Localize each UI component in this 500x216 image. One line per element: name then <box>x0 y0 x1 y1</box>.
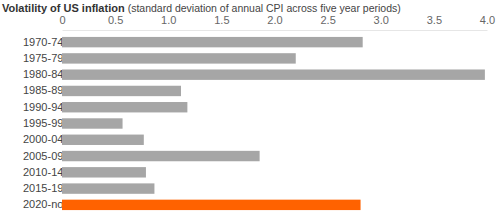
tick: 3.0 <box>374 14 389 30</box>
subtitle: (standard deviation of annual CPI across… <box>128 2 401 14</box>
tick: 2.5 <box>320 14 335 30</box>
tick: 2000-04 <box>23 133 63 145</box>
tick: 2010-14 <box>23 166 63 178</box>
bar <box>62 53 296 63</box>
title-line: Volatility of US inflation(standard devi… <box>2 2 401 14</box>
tick-label: 2.5 <box>320 14 335 26</box>
tick-label: 3.5 <box>427 14 442 26</box>
bar <box>62 69 485 79</box>
bar <box>62 37 363 47</box>
category-label: 2005-09 <box>23 150 63 162</box>
tick: 0.5 <box>108 14 123 30</box>
tick: 1985-89 <box>23 84 63 96</box>
tick: 1.0 <box>161 14 176 30</box>
bar <box>62 183 154 193</box>
tick: 1995-99 <box>23 117 63 129</box>
tick: 1975-79 <box>23 52 63 64</box>
category-label: 2000-04 <box>23 133 63 145</box>
x-axis: 0 0.5 1.0 1.5 2.0 2.5 3.0 3.5 4.0 <box>59 14 495 31</box>
category-label: 1985-89 <box>23 84 63 96</box>
tick: 4.0 <box>480 14 495 30</box>
tick: 3.5 <box>427 14 442 30</box>
category-label: 1995-99 <box>23 117 63 129</box>
tick-label: 4.0 <box>480 14 495 26</box>
tick: 2015-19 <box>23 182 63 194</box>
tick-label: 3.0 <box>374 14 389 26</box>
bar <box>62 200 361 210</box>
category-label: 2010-14 <box>23 166 63 178</box>
category-label: 1990-94 <box>23 101 63 113</box>
tick: 0 <box>59 14 65 30</box>
bar <box>62 118 123 128</box>
tick: 1.5 <box>214 14 229 30</box>
tick: 1970-74 <box>23 36 63 48</box>
title: Volatility of US inflation <box>2 2 125 14</box>
tick: 2.0 <box>267 14 282 30</box>
chart: Volatility of US inflation(standard devi… <box>0 0 500 216</box>
category-label: 1970-74 <box>23 36 63 48</box>
plot: 0 0.5 1.0 1.5 2.0 2.5 3.0 3.5 4.0 1970-74 1975-79 1… <box>23 14 495 210</box>
bars <box>62 37 485 210</box>
bar <box>62 135 144 145</box>
tick: 1980-84 <box>23 68 63 80</box>
tick-label: 1.5 <box>214 14 229 26</box>
tick: 1990-94 <box>23 101 63 113</box>
category-label: 2015-19 <box>23 182 63 194</box>
bar <box>62 102 187 112</box>
category-label: 1975-79 <box>23 52 63 64</box>
bar <box>62 86 181 96</box>
tick-label: 0.5 <box>108 14 123 26</box>
bar <box>62 151 260 161</box>
tick-label: 2.0 <box>267 14 282 26</box>
tick: 2005-09 <box>23 150 63 162</box>
category-label: 1980-84 <box>23 68 63 80</box>
tick-label: 1.0 <box>161 14 176 26</box>
tick-label: 0 <box>59 14 65 26</box>
bar <box>62 167 146 177</box>
axis-line <box>63 30 488 31</box>
